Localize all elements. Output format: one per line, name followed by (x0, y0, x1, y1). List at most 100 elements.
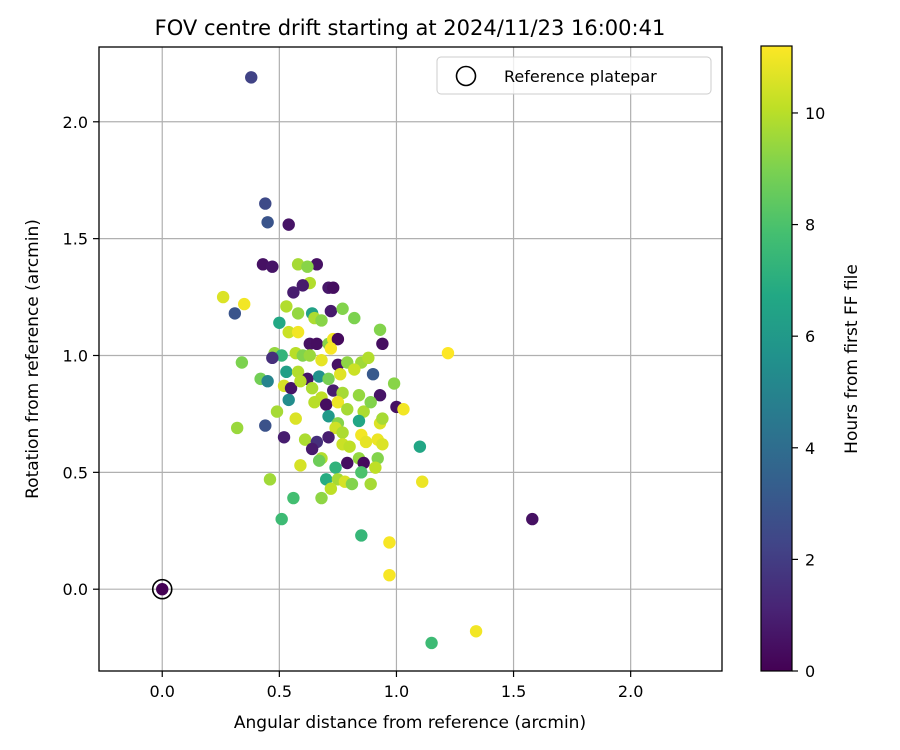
data-point (359, 435, 373, 449)
data-point (280, 300, 293, 313)
data-point (312, 454, 326, 467)
reference-ring (151, 578, 173, 600)
data-point (298, 433, 312, 446)
data-point (301, 260, 314, 273)
colorbar-tick-label: 10 (805, 104, 825, 123)
data-point (294, 375, 307, 388)
data-point (341, 403, 354, 416)
x-tick-label: 0.0 (150, 682, 175, 701)
data-point (364, 477, 377, 491)
data-point (341, 456, 354, 470)
colorbar-label: Hours from first FF file (842, 264, 862, 454)
data-point (373, 389, 387, 402)
data-point (336, 302, 349, 315)
grid (99, 47, 722, 671)
data-point (245, 71, 258, 84)
data-point (305, 382, 319, 395)
data-point (469, 625, 483, 638)
data-point (291, 365, 305, 379)
data-point (235, 356, 249, 369)
y-tick-label: 0.5 (63, 463, 88, 482)
data-point (397, 403, 410, 416)
data-point (261, 375, 274, 388)
data-point (416, 475, 429, 488)
legend: Reference platepar (436, 56, 712, 95)
data-point (305, 442, 319, 456)
data-point (441, 346, 455, 360)
data-point (373, 323, 387, 336)
data-point (294, 459, 307, 472)
data-point (387, 377, 401, 390)
data-point (376, 438, 389, 451)
data-point (371, 452, 384, 465)
data-point (280, 365, 293, 379)
data-point (345, 477, 359, 491)
data-point (383, 536, 396, 549)
x-tick-label: 1.0 (384, 682, 409, 701)
data-point (376, 337, 389, 351)
data-point (287, 286, 300, 299)
data-point (282, 218, 295, 231)
data-point (355, 466, 368, 479)
data-point (259, 419, 272, 432)
data-point (324, 482, 338, 495)
data-point (263, 473, 277, 486)
data-point (327, 384, 340, 397)
data-point (273, 316, 286, 329)
colorbar-ticks: 0 2 4 6 8 10 (792, 104, 825, 681)
y-axis-label: Rotation from reference (arcmin) (23, 219, 43, 499)
data-point (275, 512, 288, 526)
data-point (369, 461, 382, 474)
data-points (216, 71, 539, 650)
data-point (308, 396, 321, 409)
legend-entry-label: Reference platepar (504, 67, 657, 86)
y-tick-label: 1.5 (63, 230, 88, 249)
data-point (310, 337, 324, 351)
data-point (266, 351, 279, 365)
data-point (291, 307, 305, 320)
data-point (275, 349, 288, 362)
data-point (336, 426, 349, 439)
data-point (322, 410, 335, 423)
data-point (348, 363, 361, 376)
data-point (322, 372, 335, 386)
data-point (216, 290, 230, 304)
data-point (259, 197, 272, 210)
data-point (352, 389, 366, 402)
data-point (334, 367, 347, 381)
colorbar-tick-label: 4 (805, 439, 815, 458)
data-point (331, 332, 345, 346)
data-point (329, 461, 342, 474)
reference-point (156, 583, 169, 596)
x-tick-label: 2.0 (618, 682, 643, 701)
data-point (425, 636, 438, 650)
chart-title: FOV centre drift starting at 2024/11/23 … (155, 16, 666, 40)
data-point (303, 349, 316, 362)
data-point (319, 398, 333, 411)
colorbar-gradient (760, 45, 793, 672)
x-axis-label: Angular distance from reference (arcmin) (234, 713, 586, 733)
data-point (357, 405, 370, 418)
data-point (319, 473, 333, 486)
data-point (277, 431, 291, 444)
data-point (324, 304, 338, 318)
data-point (355, 529, 368, 542)
colorbar-tick-label: 2 (805, 550, 815, 569)
data-point (322, 431, 335, 444)
legend-marker (455, 65, 477, 87)
data-point (362, 351, 375, 365)
data-point (282, 325, 295, 339)
data-point (383, 568, 396, 582)
y-tick-label: 2.0 (63, 113, 88, 132)
legend-box (436, 56, 712, 95)
data-point (315, 353, 328, 367)
data-point (289, 412, 302, 425)
data-point (287, 491, 300, 505)
colorbar: 0 2 4 6 8 10 Hours from first FF file (760, 45, 862, 681)
data-point (261, 216, 274, 229)
data-point (312, 370, 326, 383)
reference-marker (151, 578, 173, 600)
data-point (270, 405, 284, 418)
data-point (348, 311, 361, 325)
colorbar-tick-label: 6 (805, 327, 815, 346)
